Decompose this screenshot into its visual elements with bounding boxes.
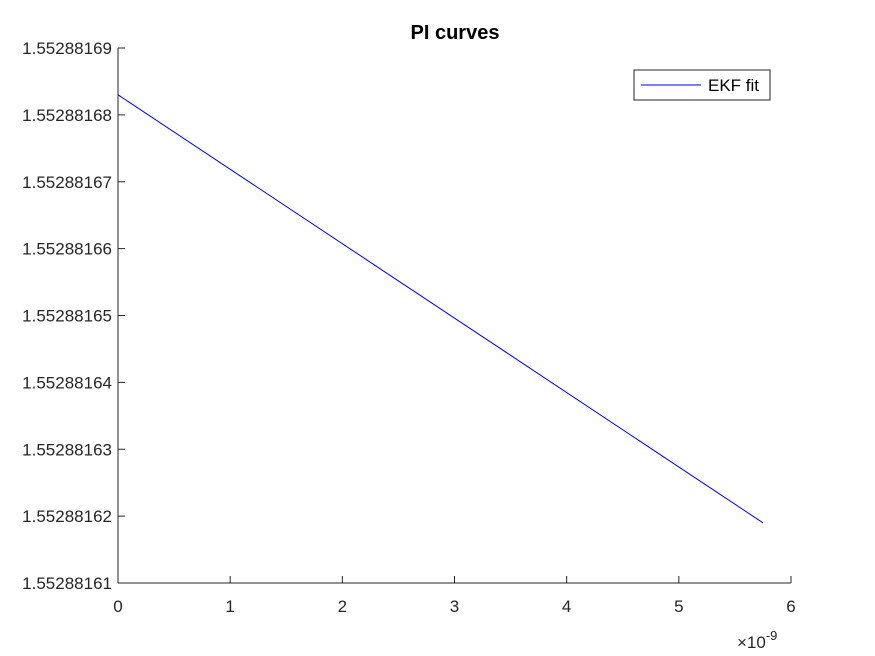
y-tick-label: 1.55288167 bbox=[22, 173, 112, 192]
y-tick-label: 1.55288168 bbox=[22, 106, 112, 125]
y-tick-label: 1.55288161 bbox=[22, 574, 112, 593]
y-ticks: 1.55288161 1.55288162 1.55288163 1.55288164… bbox=[22, 39, 125, 593]
y-tick-label: 1.55288163 bbox=[22, 440, 112, 459]
x-tick-label: 1 bbox=[225, 597, 234, 616]
x-tick-label: 3 bbox=[450, 597, 459, 616]
series-line-ekf-fit bbox=[117, 94, 764, 524]
y-tick-label: 1.55288165 bbox=[22, 307, 112, 326]
legend-label: EKF fit bbox=[708, 76, 759, 95]
y-tick-label: 1.55288162 bbox=[22, 507, 112, 526]
y-tick-label: 1.55288164 bbox=[22, 373, 112, 392]
chart-title: PI curves bbox=[411, 22, 500, 44]
x-ticks: 0 1 2 3 4 5 6 bbox=[113, 576, 796, 616]
plot-series bbox=[117, 94, 764, 524]
y-tick-label: 1.55288169 bbox=[22, 39, 112, 58]
x-tick-label: 5 bbox=[674, 597, 683, 616]
y-tick-label: 1.55288166 bbox=[22, 240, 112, 259]
x-exponent-label: ×10-9 bbox=[737, 628, 777, 652]
x-tick-label: 6 bbox=[786, 597, 795, 616]
x-tick-label: 4 bbox=[562, 597, 571, 616]
x-tick-label: 2 bbox=[338, 597, 347, 616]
x-exponent-power: -9 bbox=[766, 628, 778, 643]
x-tick-label: 0 bbox=[113, 597, 122, 616]
x-exponent-base: ×10 bbox=[737, 633, 766, 652]
legend: EKF fit bbox=[633, 69, 771, 101]
